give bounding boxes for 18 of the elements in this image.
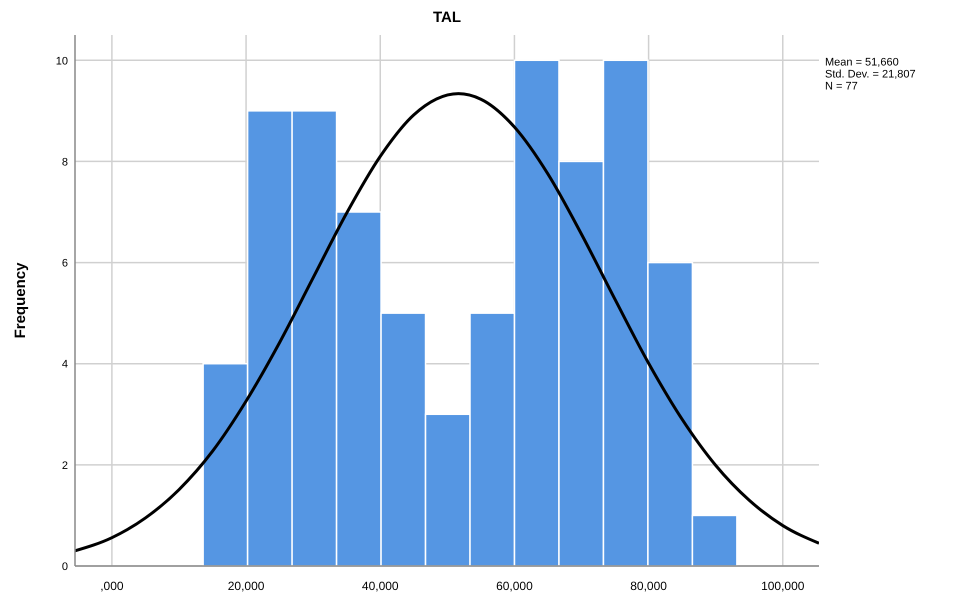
text: N = 77 [825,80,858,92]
y-tick-label: 6 [62,258,68,270]
chart-title: TAL [432,9,462,26]
y-tick-label: 2 [62,460,68,472]
y-tick-label: 10 [56,55,68,68]
x-tick-label: 20,000 [228,579,265,593]
y-axis-title: Frequency [12,262,29,338]
x-tick-label: ,000 [100,579,124,593]
y-tick-label: 4 [62,358,68,371]
line-series [75,92,819,552]
y-tick-label: 8 [62,156,68,168]
y-tick-label: 0 [62,561,68,573]
x-tick-label: 60,000 [496,579,534,593]
text: Mean = 51,660 [825,56,899,68]
x-tick-label: 100,000 [761,579,805,593]
x-tick-label: 40,000 [362,579,399,593]
x-tick-label: 80,000 [630,579,668,593]
text: Std. Dev. = 21,807 [825,68,916,80]
